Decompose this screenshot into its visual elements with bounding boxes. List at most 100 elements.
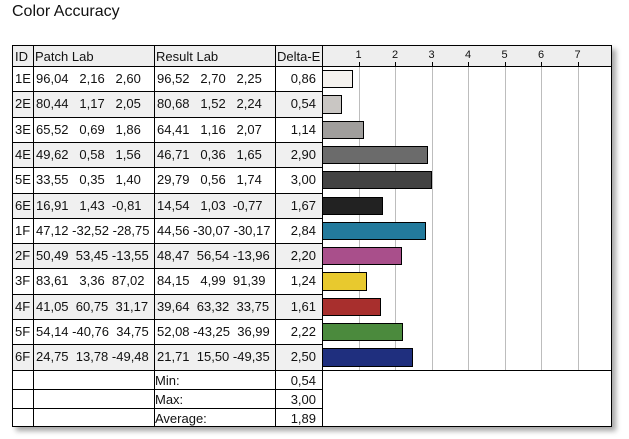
- row-result-lab: 14,54 1,03 -0,77: [157, 197, 263, 213]
- row-id: 1E: [15, 71, 31, 86]
- x-tick-label: 3: [428, 49, 435, 61]
- tick-mark: [504, 62, 506, 66]
- row-patch-lab: 49,62 0,58 1,56: [36, 146, 141, 162]
- page-title: Color Accuracy: [12, 3, 120, 20]
- tick-mark: [395, 62, 396, 66]
- delta-e-bar: [322, 247, 403, 266]
- row-delta-e: 1,14: [290, 121, 316, 137]
- color-accuracy-table: 1 2 3 4 5 6 7 ID Patch Lab Result Lab Delta-E 1E 96,…: [12, 45, 612, 427]
- header-row: [13, 46, 611, 66]
- row-result-lab: 84,15 4,99 91,39: [157, 273, 266, 289]
- row-divider: [13, 243, 322, 245]
- row-id: 6E: [15, 197, 31, 213]
- x-tick-label: 7: [574, 49, 581, 61]
- row-delta-e: 2,50: [290, 349, 316, 365]
- summary-label: Average:: [155, 411, 207, 426]
- row-result-lab: 46,71 0,36 1,65: [157, 146, 262, 162]
- tick-mark: [541, 62, 542, 66]
- row-patch-lab: 80,44 1,17 2,05: [36, 96, 141, 112]
- header-divider: [13, 66, 611, 67]
- row-id: 5E: [15, 172, 31, 188]
- row-id: 5F: [15, 324, 31, 339]
- delta-e-bar: [322, 145, 428, 165]
- grid-line: [577, 66, 579, 370]
- row-delta-e: 1,67: [290, 197, 316, 213]
- row-divider: [13, 217, 322, 219]
- x-tick-label: 4: [464, 49, 472, 61]
- row-result-lab: 52,08 -43,25 36,99: [157, 324, 270, 339]
- row-id: 2F: [15, 248, 31, 264]
- summary-label: Max:: [155, 391, 184, 407]
- row-id: 3E: [15, 121, 31, 137]
- delta-e-bar: [322, 272, 368, 291]
- delta-e-bar: [322, 323, 404, 342]
- row-delta-e: 2,84: [290, 222, 316, 238]
- grid-line: [541, 66, 542, 370]
- row-result-lab: 80,68 1,52 2,24: [157, 96, 262, 112]
- tick-mark: [358, 62, 360, 66]
- row-patch-lab: 65,52 0,69 1,86: [36, 121, 141, 137]
- delta-e-bar: [322, 171, 432, 190]
- row-id: 2E: [15, 96, 31, 112]
- header-id: ID: [15, 49, 28, 64]
- delta-e-bar: [322, 221, 426, 241]
- column-divider: [33, 46, 34, 426]
- grid-line: [468, 66, 469, 370]
- row-patch-lab: 54,14 -40,76 34,75: [36, 324, 149, 339]
- summary-value: 1,89: [290, 411, 316, 426]
- row-id: 4F: [15, 298, 31, 314]
- row-result-lab: 39,64 63,32 33,75: [157, 298, 270, 314]
- row-divider: [13, 192, 322, 194]
- delta-e-bar: [322, 120, 364, 139]
- grid-line: [358, 66, 360, 370]
- row-patch-lab: 24,75 13,78 -49,48: [36, 349, 149, 365]
- delta-e-bar: [322, 95, 342, 114]
- row-divider: [13, 369, 611, 371]
- row-patch-lab: 33,55 0,35 1,40: [36, 172, 141, 188]
- table-row: [13, 319, 322, 345]
- table-row: [13, 116, 322, 142]
- table-row: [13, 344, 322, 370]
- table-row: [13, 243, 322, 269]
- table-row: [13, 192, 322, 218]
- row-delta-e: 2,22: [290, 324, 316, 339]
- tick-mark: [577, 62, 579, 66]
- row-delta-e: 3,00: [290, 172, 316, 188]
- row-id: 3F: [15, 273, 31, 289]
- row-result-lab: 96,52 2,70 2,25: [157, 71, 262, 86]
- table-row: [13, 268, 322, 294]
- row-divider: [13, 388, 322, 390]
- summary-label: Min:: [155, 372, 180, 388]
- delta-e-bar: [322, 196, 383, 215]
- table-row: [13, 167, 322, 193]
- row-delta-e: 2,20: [290, 248, 316, 264]
- row-delta-e: 0,54: [290, 96, 316, 112]
- table-row: [13, 293, 322, 319]
- row-patch-lab: 47,12 -32,52 -28,75: [36, 222, 150, 238]
- row-result-lab: 44,56 -30,07 -30,17: [157, 222, 271, 238]
- header-delta: Delta-E: [277, 49, 321, 64]
- summary-value: 3,00: [290, 391, 316, 407]
- row-result-lab: 21,71 15,50 -49,35: [157, 349, 270, 365]
- row-patch-lab: 83,61 3,36 87,02: [36, 273, 145, 289]
- header-patch: Patch Lab: [35, 49, 94, 64]
- row-divider: [13, 268, 322, 270]
- table-row: [13, 141, 322, 168]
- column-divider: [275, 46, 276, 426]
- row-result-lab: 48,47 56,54 -13,96: [157, 248, 270, 264]
- row-id: 6F: [15, 349, 31, 365]
- row-id: 1F: [15, 222, 31, 238]
- x-tick-label: 5: [501, 49, 508, 61]
- table-row: [13, 91, 322, 117]
- row-patch-lab: 50,49 53,45 -13,55: [36, 248, 149, 264]
- row-divider: [13, 167, 322, 169]
- row-delta-e: 2,90: [290, 146, 316, 162]
- row-result-lab: 29,79 0,56 1,74: [157, 172, 262, 188]
- grid-line: [431, 66, 433, 370]
- row-divider: [13, 408, 322, 409]
- row-divider: [13, 319, 322, 320]
- row-delta-e: 1,24: [290, 273, 316, 289]
- x-tick-label: 1: [355, 49, 362, 61]
- delta-e-bar: [322, 297, 381, 316]
- column-divider: [322, 46, 323, 426]
